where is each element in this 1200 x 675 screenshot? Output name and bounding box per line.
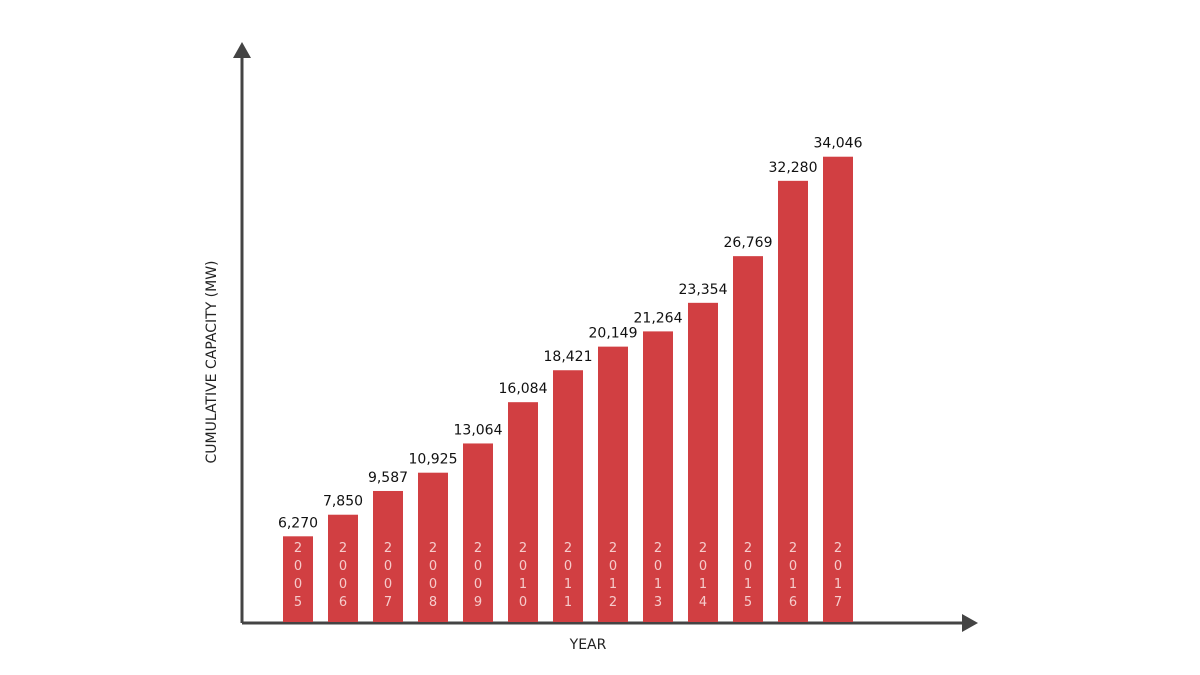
y-axis-arrow: [233, 42, 251, 58]
bar: [508, 402, 538, 622]
value-label: 32,280: [769, 160, 818, 176]
value-label: 21,264: [634, 310, 683, 326]
value-label: 9,587: [368, 470, 408, 486]
bar: [463, 443, 493, 622]
value-label: 34,046: [814, 136, 863, 152]
x-tick-label: 2009: [471, 541, 486, 613]
bar: [598, 346, 628, 622]
x-tick-label: 2008: [426, 541, 441, 613]
value-label: 7,850: [323, 494, 363, 510]
x-tick-label: 2007: [381, 541, 396, 613]
x-tick-label: 2017: [831, 541, 846, 613]
value-label: 20,149: [589, 326, 638, 342]
value-label: 23,354: [679, 282, 728, 298]
bar: [418, 472, 448, 622]
value-label: 26,769: [724, 235, 773, 251]
bar: [328, 514, 358, 622]
bar: [553, 370, 583, 622]
value-label: 6,270: [278, 515, 318, 531]
x-axis-arrow: [962, 614, 978, 632]
bar: [823, 156, 853, 623]
value-label: 10,925: [409, 452, 458, 468]
x-tick-label: 2011: [561, 541, 576, 613]
x-tick-label: 2015: [741, 541, 756, 613]
bar: [778, 180, 808, 622]
value-label: 18,421: [544, 349, 593, 365]
x-tick-label: 2012: [606, 541, 621, 613]
x-tick-label: 2010: [516, 541, 531, 613]
x-tick-label: 2013: [651, 541, 666, 613]
value-label: 13,064: [454, 422, 503, 438]
x-tick-label: 2006: [336, 541, 351, 613]
value-label: 16,084: [499, 381, 548, 397]
x-tick-label: 2016: [786, 541, 801, 613]
x-tick-label: 2014: [696, 541, 711, 613]
x-tick-label: 2005: [291, 541, 306, 613]
bar: [643, 331, 673, 622]
x-axis-label: YEAR: [569, 637, 607, 653]
y-axis-label: CUMULATIVE CAPACITY (MW): [204, 260, 220, 463]
bar: [373, 490, 403, 622]
bar: [283, 536, 313, 622]
bar: [688, 302, 718, 622]
bar: [733, 256, 763, 622]
